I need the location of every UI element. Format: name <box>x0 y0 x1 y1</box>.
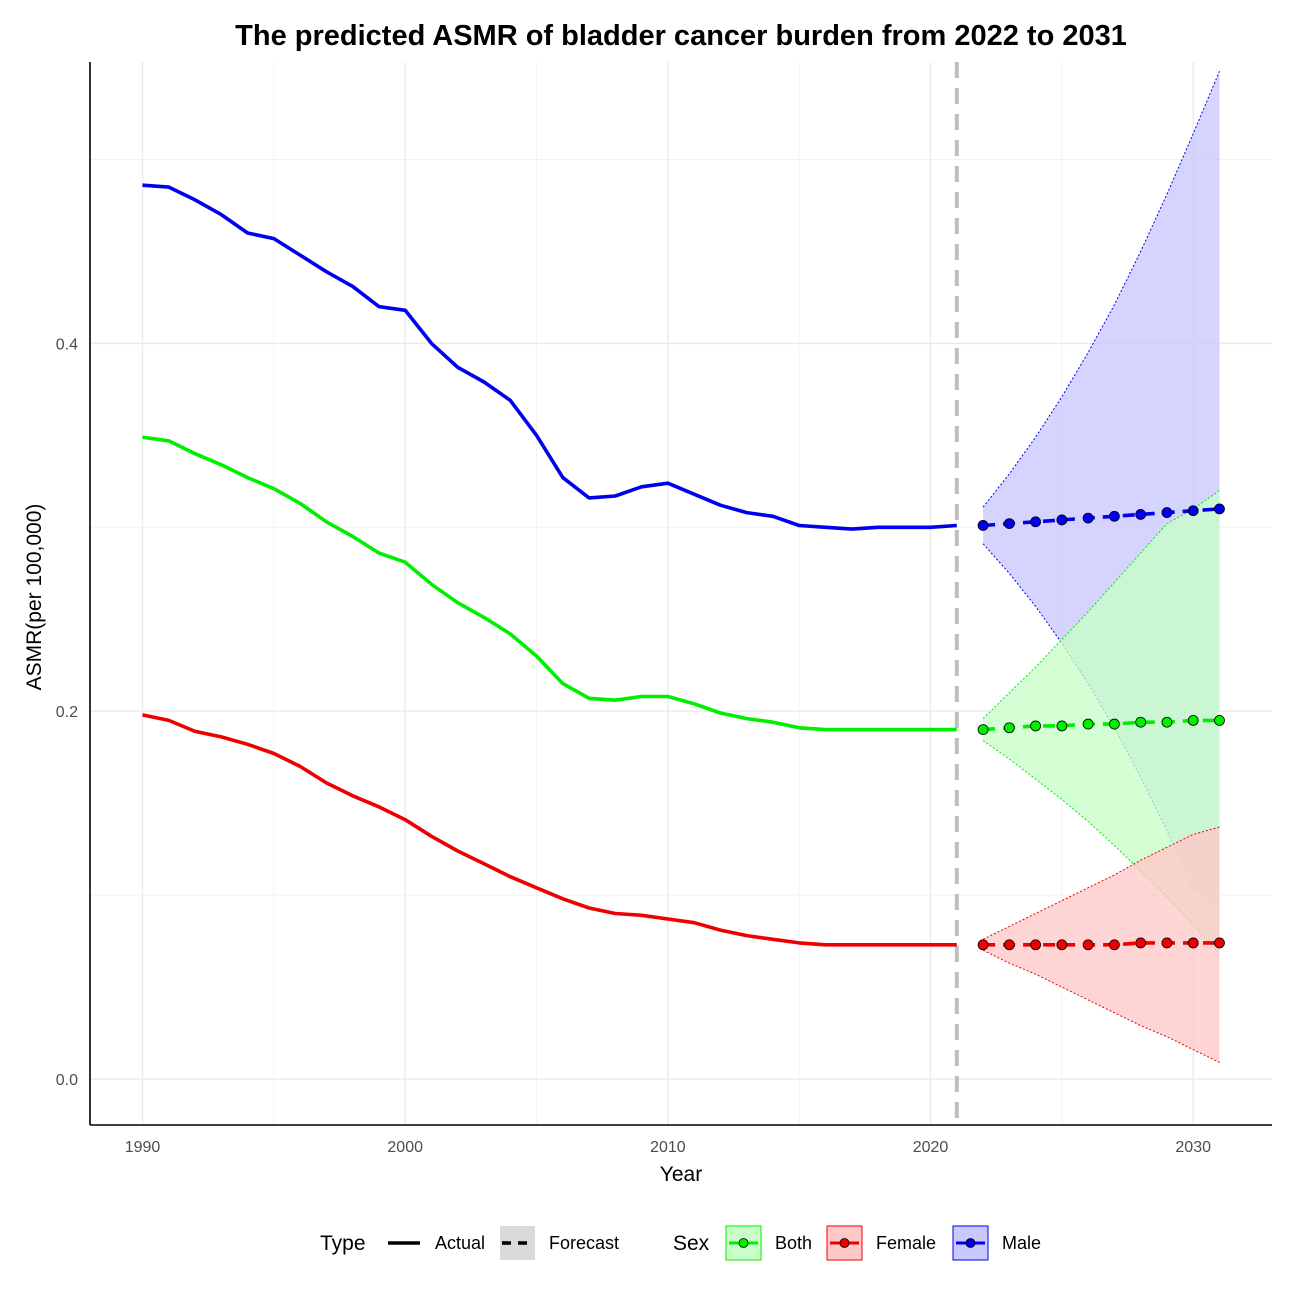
forecast-point-female <box>1161 937 1173 949</box>
forecast-point-both <box>1187 714 1199 726</box>
forecast-point-male <box>1135 509 1147 520</box>
y-tick-label: 0.0 <box>56 1072 78 1089</box>
forecast-point-male <box>1187 505 1199 517</box>
x-tick-label: 2020 <box>913 1139 949 1156</box>
forecast-point-both <box>1135 716 1147 728</box>
actual-line-female <box>142 713 957 947</box>
upper-bound-female <box>982 826 1220 940</box>
forecast-point-both <box>1161 716 1173 728</box>
legend-title-sex: Sex <box>673 1232 710 1255</box>
y-tick-labels: 0.0 0.2 0.4 <box>56 336 78 1089</box>
legend: Type Actual Forecast Sex Both Female Male <box>320 1225 1041 1261</box>
forecast-point-female <box>977 939 989 951</box>
confidence-band-both <box>983 490 1220 954</box>
legend-label-male: Male <box>1002 1233 1041 1253</box>
chart-title: The predicted ASMR of bladder cancer bur… <box>235 20 1127 52</box>
actual-line-male <box>142 183 957 531</box>
y-axis-title: ASMR(per 100,000) <box>23 504 46 691</box>
y-tick-label: 0.2 <box>56 704 78 721</box>
forecast-point-male <box>1109 510 1120 522</box>
forecast-point-male <box>1214 503 1225 515</box>
forecast-point-male <box>1056 514 1068 526</box>
confidence-bands <box>982 71 1220 1063</box>
y-tick-label: 0.4 <box>56 336 78 353</box>
forecast-point-both <box>1003 722 1015 734</box>
forecast-point-male <box>1161 507 1173 518</box>
forecast-point-female <box>1135 937 1147 949</box>
forecast-point-both <box>1214 714 1225 726</box>
legend-key-male-point <box>965 1238 976 1248</box>
forecast-points <box>977 503 1225 951</box>
legend-label-actual: Actual <box>435 1233 485 1253</box>
forecast-point-female <box>1056 939 1068 951</box>
grid-lines <box>90 62 1272 1125</box>
forecast-point-both <box>1082 718 1094 730</box>
upper-bound-male <box>982 71 1220 508</box>
forecast-point-male <box>977 520 989 531</box>
forecast-point-both <box>1109 718 1120 730</box>
forecast-point-female <box>1187 937 1199 949</box>
series-lines <box>142 183 1220 947</box>
legend-title-type: Type <box>320 1232 366 1255</box>
x-tick-label: 2030 <box>1175 1139 1211 1156</box>
x-tick-labels: 1990 2000 2010 2020 2030 <box>125 1139 1211 1156</box>
actual-line-both <box>142 435 957 732</box>
legend-key-both-point <box>738 1238 749 1248</box>
forecast-point-female <box>1214 937 1225 949</box>
lower-bound-female <box>982 949 1220 1063</box>
upper-bound-both <box>982 490 1220 719</box>
x-tick-label: 1990 <box>125 1139 161 1156</box>
forecast-point-male <box>1030 516 1041 528</box>
axes <box>89 62 1272 1126</box>
forecast-point-both <box>1030 720 1041 732</box>
legend-label-both: Both <box>775 1233 812 1253</box>
forecast-point-female <box>1003 939 1015 951</box>
forecast-point-male <box>1003 518 1015 530</box>
legend-key-female-point <box>839 1238 850 1248</box>
confidence-band-female <box>983 827 1220 1063</box>
x-tick-label: 2000 <box>387 1139 423 1156</box>
legend-label-forecast: Forecast <box>549 1233 619 1253</box>
legend-label-female: Female <box>876 1233 936 1253</box>
forecast-point-male <box>1082 512 1094 524</box>
forecast-point-female <box>1082 939 1094 951</box>
x-tick-label: 2010 <box>650 1139 686 1156</box>
forecast-point-both <box>977 724 989 735</box>
x-axis-title: Year <box>660 1163 702 1186</box>
forecast-point-female <box>1109 939 1120 951</box>
forecast-point-both <box>1056 720 1068 732</box>
forecast-point-female <box>1030 939 1041 951</box>
